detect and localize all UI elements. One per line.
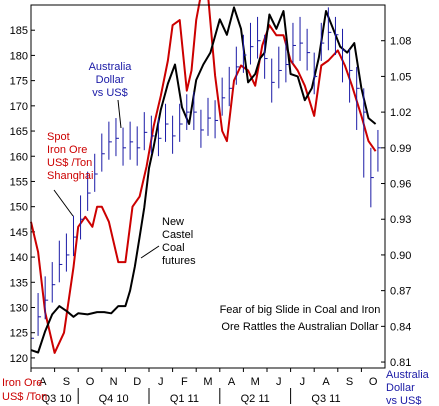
right-tick-label: 0.90: [390, 250, 411, 262]
aud-leader-line: [117, 99, 122, 129]
iron-ore-series-label: Shanghai: [47, 170, 94, 182]
coal-leader-line: [140, 245, 160, 259]
left-axis-ticks: 120 125 130 135 140 145 150 155 160 165 170 175 180 1…: [10, 25, 35, 365]
x-axis-ticks: A S O N D J F M A M J J A S O Q3 10 Q4 10 Q1 11 Q2 11 Q3 11: [30, 368, 378, 405]
month-label: J: [276, 376, 282, 388]
right-axis-title: Dollar: [386, 382, 415, 394]
quarter-label: Q3 11: [311, 393, 340, 405]
month-label: A: [228, 376, 236, 388]
month-label: O: [86, 376, 95, 388]
left-axis-title: US$ /Ton: [2, 391, 47, 403]
left-tick-label: 120: [10, 353, 28, 365]
coal-series-label: Castel: [162, 229, 193, 241]
aud-series-label: vs US$: [92, 87, 127, 99]
left-tick-label: 175: [10, 76, 28, 88]
left-tick-label: 125: [10, 328, 28, 340]
month-label: A: [322, 376, 330, 388]
left-axis-title: Iron Ore: [2, 377, 42, 389]
annotation-text: Ore Rattles the Australian Dollar: [221, 321, 378, 333]
quarter-label: Q1 11: [170, 393, 199, 405]
right-axis-ticks: 0.81 0.84 0.87 0.90 0.93 0.96 0.99 1.02 1.05 1.08: [381, 36, 411, 369]
right-axis-title: vs US$: [386, 395, 421, 406]
aud-series-label: Dollar: [96, 74, 125, 86]
quarter-label: Q2 11: [241, 393, 270, 405]
left-tick-label: 135: [10, 277, 28, 289]
month-label: A: [39, 376, 47, 388]
right-tick-label: 0.84: [390, 321, 411, 333]
left-tick-label: 130: [10, 303, 28, 315]
left-tick-label: 180: [10, 50, 28, 62]
right-tick-label: 0.99: [390, 143, 411, 155]
coal-series-label: New: [162, 216, 184, 228]
iron-ore-series-label: Iron Ore: [47, 144, 87, 156]
month-label: J: [158, 376, 164, 388]
right-axis-title: Australia: [386, 369, 430, 381]
right-tick-label: 1.08: [390, 36, 411, 48]
month-label: F: [181, 376, 188, 388]
month-label: J: [300, 376, 306, 388]
right-tick-label: 0.81: [390, 357, 411, 369]
right-tick-label: 1.05: [390, 71, 411, 83]
right-tick-label: 0.96: [390, 179, 411, 191]
iron-ore-series-label: US$ /Ton: [47, 157, 92, 169]
right-tick-label: 0.87: [390, 286, 411, 298]
month-label: O: [369, 376, 378, 388]
left-tick-label: 170: [10, 101, 28, 113]
month-label: D: [133, 376, 141, 388]
series-layer: [30, 0, 381, 359]
left-tick-label: 150: [10, 202, 28, 214]
left-tick-label: 155: [10, 176, 28, 188]
annotation-text: Fear of big Slide in Coal and Iron: [220, 304, 381, 316]
left-tick-label: 160: [10, 151, 28, 163]
month-label: M: [251, 376, 260, 388]
month-label: M: [203, 376, 212, 388]
left-tick-label: 145: [10, 227, 28, 239]
left-tick-label: 165: [10, 126, 28, 138]
right-tick-label: 1.02: [390, 107, 411, 119]
left-tick-label: 140: [10, 252, 28, 264]
month-label: S: [346, 376, 353, 388]
iron-ore-leader-line: [53, 189, 74, 217]
coal-series-label: Coal: [162, 242, 185, 254]
coal-futures-line: [30, 6, 377, 354]
quarter-label: Q3 10: [42, 393, 72, 405]
month-label: N: [110, 376, 118, 388]
quarter-label: Q4 10: [99, 393, 129, 405]
iron-ore-series-label: Spot: [47, 131, 70, 143]
plot-frame: [30, 4, 386, 369]
right-tick-label: 0.93: [390, 214, 411, 226]
left-tick-label: 185: [10, 25, 28, 37]
month-label: S: [63, 376, 70, 388]
aud-series-label: Australia: [89, 61, 133, 73]
coal-series-label: futures: [162, 255, 196, 267]
iron-ore-line: [30, 0, 377, 354]
